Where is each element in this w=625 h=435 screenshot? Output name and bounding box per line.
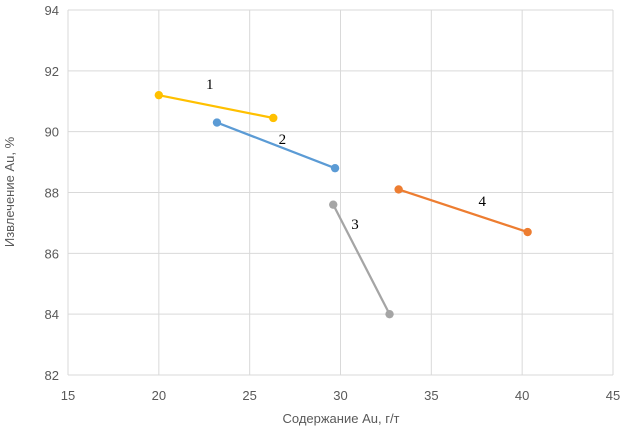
series-label-3: 3 [351,217,359,233]
series-label-1: 1 [206,77,214,93]
y-tick-label: 94 [45,3,59,18]
series-3 [329,200,394,319]
series-labels: 1 2 3 4 [206,77,487,233]
series-4 [394,185,532,237]
x-tick-label: 20 [152,388,166,403]
series-line-4 [397,188,529,234]
y-axis-title: Извлечение Au, % [2,136,17,247]
series-line-1 [157,94,275,120]
data-point-series-2-1 [330,163,340,173]
series-2 [212,118,340,173]
data-point-series-1-1 [269,113,278,123]
y-tick-label: 86 [45,246,59,261]
series-line-2 [215,121,337,170]
y-tick-label: 88 [45,186,59,201]
series-label-4: 4 [478,194,486,210]
y-tick-label: 82 [45,368,59,383]
data-point-series-4-1 [523,227,532,237]
data-point-series-3-1 [385,309,394,319]
series-lines [154,90,532,319]
x-tick-label: 35 [424,388,438,403]
series-line-3 [332,203,391,316]
data-point-series-4-0 [394,185,403,194]
axes: 82 84 86 88 90 92 94 15 20 25 30 35 40 45 [45,3,621,403]
y-tick-label: 84 [45,307,59,322]
x-tick-label: 15 [61,388,75,403]
series-label-2: 2 [279,132,287,148]
x-axis-title: Содержание Au, г/т [282,411,399,426]
series-1 [154,90,278,123]
y-tick-label: 90 [45,125,59,140]
data-point-series-3-0 [329,200,338,209]
x-tick-label: 45 [606,388,620,403]
gridlines [67,9,614,376]
x-tick-label: 25 [242,388,256,403]
y-tick-label: 92 [45,64,59,79]
x-tick-label: 30 [333,388,347,403]
data-point-series-2-0 [212,118,222,127]
x-tick-label: 40 [515,388,529,403]
data-point-series-1-0 [154,90,164,100]
